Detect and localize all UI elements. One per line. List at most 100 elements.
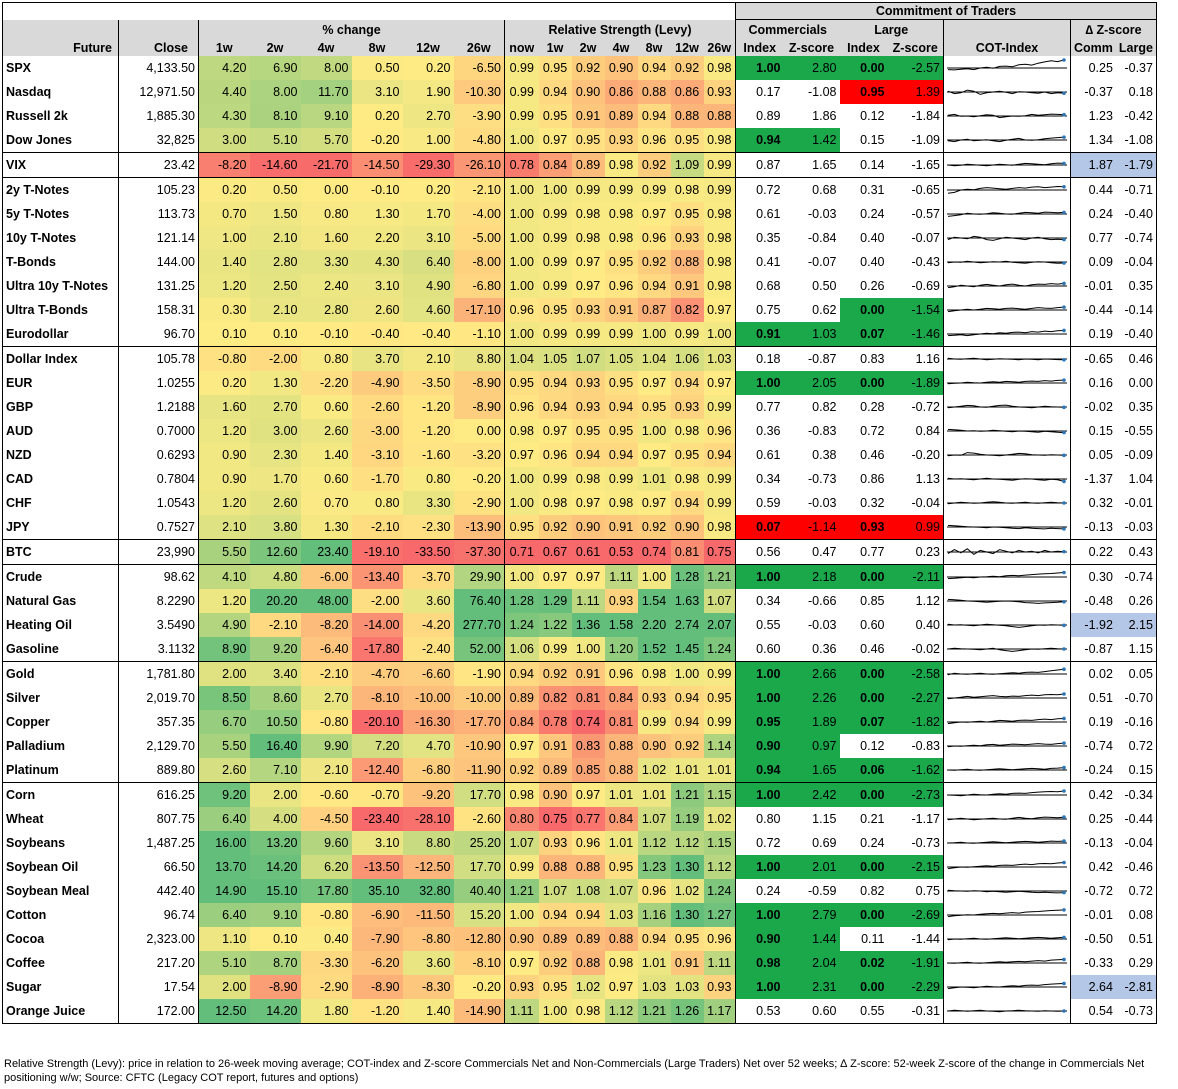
pct-change-cell: 48.00 <box>300 589 352 613</box>
rel-strength-cell: 1.36 <box>571 613 605 637</box>
large-index-cell: 0.28 <box>860 400 885 414</box>
rel-strength-cell: 0.96 <box>703 419 736 443</box>
sparkline-series <box>947 959 1065 964</box>
sparkline-series <box>947 59 1065 71</box>
future-name: T-Bonds <box>2 250 119 274</box>
rel-strength-cell: 0.88 <box>571 855 605 879</box>
rel-strength-cell: 0.81 <box>604 710 638 734</box>
sparkline-chart <box>947 210 1067 217</box>
dz-comm-cell: -1.37 <box>1084 472 1113 486</box>
large-index-cell: 0.00 <box>839 661 888 686</box>
sparkline-series <box>947 501 1065 505</box>
rel-strength-cell: 0.99 <box>538 202 572 226</box>
pct-change-cell: -21.70 <box>300 152 352 178</box>
future-name: Orange Juice <box>2 999 119 1024</box>
pct-change-cell: 0.10 <box>249 927 301 951</box>
large-z-cell: -0.57 <box>911 207 941 221</box>
rel-strength-cell: 0.97 <box>571 782 605 807</box>
pct-change-cell: 6.90 <box>249 56 301 80</box>
rel-strength-cell: 1.20 <box>604 637 638 662</box>
large-index-cell: 0.12 <box>860 109 885 123</box>
pct-change-cell: 1.40 <box>402 999 454 1024</box>
large-z-cell: -2.29 <box>887 975 944 999</box>
comm-index-cell: 0.56 <box>735 539 784 565</box>
pct-change-cell: 1.00 <box>198 226 250 250</box>
cot-index-sparkline <box>943 782 1071 807</box>
rel-strength-cell: 0.90 <box>637 734 671 758</box>
pct-change-cell: -2.10 <box>351 515 403 540</box>
sparkline-chart <box>947 548 1067 556</box>
sparkline-series <box>947 306 1065 313</box>
rel-strength-cell: 0.93 <box>670 395 704 419</box>
future-name: Natural Gas <box>2 589 119 613</box>
rel-strength-cell: 0.53 <box>604 539 638 565</box>
pct-change-cell: 5.10 <box>249 128 301 153</box>
comm-index-cell: 0.98 <box>735 951 784 975</box>
comm-z-cell: 1.65 <box>783 152 840 178</box>
rel-strength-cell: 0.94 <box>703 443 736 467</box>
comm-z-cell: 1.86 <box>812 109 837 123</box>
large-z-cell: 0.23 <box>887 539 944 565</box>
large-index-cell: 0.83 <box>839 346 888 371</box>
pct-change-cell: 1.30 <box>249 371 301 395</box>
sparkline-series <box>947 693 1065 700</box>
pct-change-cell: 2.60 <box>198 758 250 783</box>
pct-change-cell: -2.00 <box>351 589 403 613</box>
future-name: Nasdaq <box>2 80 119 104</box>
comm-index-cell: 1.00 <box>735 855 784 879</box>
pct-change-cell: 3.40 <box>249 661 301 686</box>
table-row: CAD 0.7804 0.90 1.70 0.60 -1.70 0.80 -0.20 1.00 0… <box>2 467 1157 491</box>
rel-strength-cell: 2.07 <box>703 613 736 637</box>
future-name: 10y T-Notes <box>2 226 119 250</box>
pct-change-cell: 4.20 <box>198 56 250 80</box>
pct-change-cell: 4.30 <box>198 104 250 128</box>
pct-change-cell: 6.40 <box>198 903 250 927</box>
rel-strength-cell: 1.63 <box>670 589 704 613</box>
future-name: Palladium <box>2 734 119 758</box>
rel-strength-cell: 0.94 <box>538 371 572 395</box>
table-row: Nasdaq 12,971.50 4.40 8.00 11.70 3.10 1.90 -10.… <box>2 80 1157 104</box>
sparkline-last-point <box>1062 305 1066 309</box>
future-name: BTC <box>2 539 119 565</box>
dz-large-cell: -0.74 <box>1124 231 1153 245</box>
table-row: Ultra 10y T-Notes 131.25 1.20 2.50 2.40 3.10 4… <box>2 274 1157 298</box>
pct-change-cell: -2.00 <box>249 346 301 371</box>
dz-large-cell: 0.72 <box>1128 884 1153 898</box>
pct-change-cell: 16.40 <box>249 734 301 758</box>
pct-change-cell: 3.70 <box>351 346 403 371</box>
close-price: 23.42 <box>118 152 199 178</box>
dz-large-cell: -0.16 <box>1124 715 1153 729</box>
pct-change-cell: 1.20 <box>198 589 250 613</box>
rel-strength-cell: 1.07 <box>703 589 736 613</box>
rel-strength-cell: 0.90 <box>670 515 704 540</box>
dz-large-cell: 0.08 <box>1128 908 1153 922</box>
table-row: Wheat 807.75 6.40 4.00 -4.50 -23.40 -28.10 -2.6… <box>2 807 1157 831</box>
comm-index-cell: 0.72 <box>735 177 784 202</box>
rs-col-header: 2w <box>571 40 605 56</box>
dz-comm-cell: 0.05 <box>1088 448 1113 462</box>
comm-index-cell: 1.00 <box>735 564 784 589</box>
pct-change-cell: 6.20 <box>300 855 352 879</box>
rel-strength-cell: 0.97 <box>538 564 572 589</box>
pct-change-cell: 1.90 <box>402 80 454 104</box>
dz-large-cell: -0.01 <box>1124 496 1153 510</box>
rel-strength-cell: 1.21 <box>670 782 704 807</box>
sparkline-last-point <box>1062 860 1066 865</box>
rel-strength-cell: 1.12 <box>637 831 671 855</box>
rel-strength-cell: 0.99 <box>504 855 539 879</box>
comm-index-cell: 0.18 <box>735 346 784 371</box>
sparkline-series <box>947 162 1065 167</box>
rel-strength-cell: 1.00 <box>504 564 539 589</box>
dz-comm-cell: -1.92 <box>1070 613 1116 637</box>
comm-z-cell: 2.31 <box>783 975 840 999</box>
rel-strength-cell: 1.22 <box>538 613 572 637</box>
column-header-row: Future Close 1w 2w 4w 8w 12w 26w now 1w … <box>2 40 1157 56</box>
rel-strength-cell: 0.89 <box>504 686 539 710</box>
dz-comm-cell: 1.34 <box>1088 133 1113 147</box>
pct-change-cell: 8.80 <box>453 346 505 371</box>
commercials-header: Commercials <box>735 19 840 40</box>
comm-z-cell: 2.18 <box>783 564 840 589</box>
future-name: Crude <box>2 564 119 589</box>
rel-strength-cell: 1.16 <box>637 903 671 927</box>
rel-strength-cell: 0.84 <box>504 710 539 734</box>
